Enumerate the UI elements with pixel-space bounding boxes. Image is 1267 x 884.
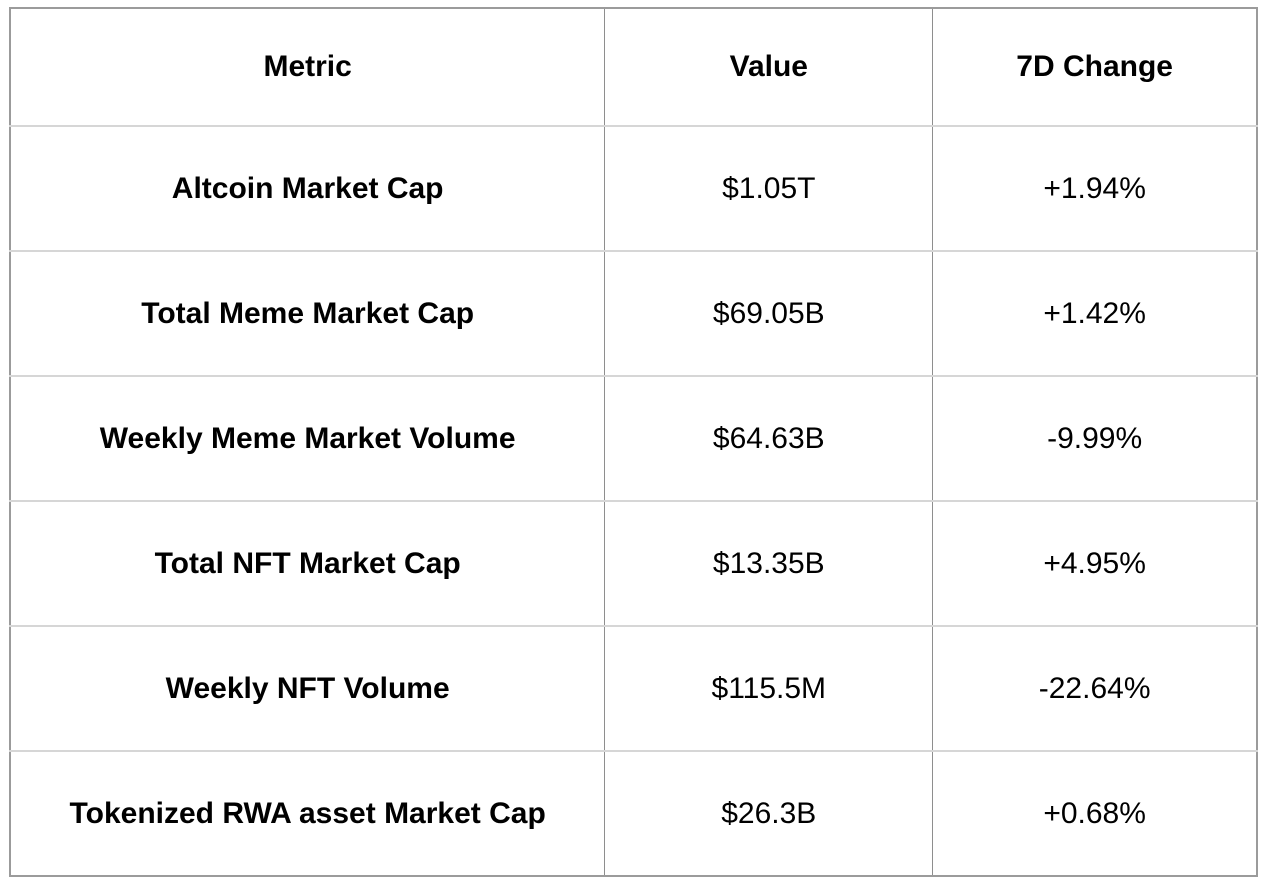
column-header-metric: Metric — [10, 8, 605, 127]
value-cell: $26.3B — [604, 750, 933, 876]
table-row: Weekly NFT Volume $115.5M -22.64% — [10, 625, 1257, 751]
metric-cell: Tokenized RWA asset Market Cap — [10, 750, 605, 876]
change-cell: +1.42% — [932, 250, 1257, 376]
metric-cell: Weekly NFT Volume — [10, 625, 605, 751]
change-cell: +1.94% — [932, 126, 1257, 251]
table-row: Altcoin Market Cap $1.05T +1.94% — [10, 126, 1257, 251]
metrics-table: Metric Value 7D Change Altcoin Market Ca… — [9, 7, 1258, 877]
value-cell: $1.05T — [604, 126, 933, 251]
value-cell: $115.5M — [604, 625, 933, 751]
metric-cell: Total Meme Market Cap — [10, 250, 605, 376]
header-row: Metric Value 7D Change — [10, 8, 1257, 127]
change-cell: +0.68% — [932, 750, 1257, 876]
value-cell: $64.63B — [604, 375, 933, 501]
metrics-table-container: Metric Value 7D Change Altcoin Market Ca… — [9, 7, 1258, 877]
change-cell: +4.95% — [932, 500, 1257, 626]
column-header-value: Value — [604, 8, 933, 127]
table-row: Total NFT Market Cap $13.35B +4.95% — [10, 500, 1257, 626]
table-row: Total Meme Market Cap $69.05B +1.42% — [10, 250, 1257, 376]
change-cell: -22.64% — [932, 625, 1257, 751]
value-cell: $69.05B — [604, 250, 933, 376]
table-row: Weekly Meme Market Volume $64.63B -9.99% — [10, 375, 1257, 501]
metric-cell: Weekly Meme Market Volume — [10, 375, 605, 501]
value-cell: $13.35B — [604, 500, 933, 626]
column-header-7d-change: 7D Change — [932, 8, 1257, 127]
change-cell: -9.99% — [932, 375, 1257, 501]
table-row: Tokenized RWA asset Market Cap $26.3B +0… — [10, 750, 1257, 876]
metric-cell: Altcoin Market Cap — [10, 126, 605, 251]
metric-cell: Total NFT Market Cap — [10, 500, 605, 626]
